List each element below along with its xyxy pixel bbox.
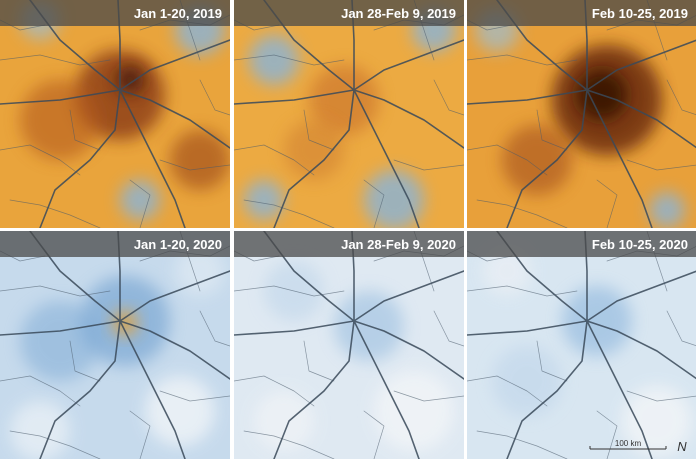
concentration bbox=[170, 130, 230, 190]
patch bbox=[254, 391, 314, 451]
panel-label: Feb 10-25, 2020 bbox=[592, 237, 688, 252]
north-arrow: N bbox=[677, 439, 687, 454]
patch bbox=[374, 371, 454, 451]
concentration bbox=[20, 301, 100, 381]
panel-label: Jan 1-20, 2020 bbox=[134, 237, 222, 252]
label-band bbox=[467, 231, 696, 257]
patch bbox=[175, 246, 225, 296]
concentration bbox=[502, 125, 572, 195]
concentration bbox=[20, 80, 100, 160]
label-band bbox=[234, 231, 464, 257]
concentration bbox=[492, 346, 562, 416]
label-band bbox=[0, 0, 230, 26]
panel-label: Feb 10-25, 2019 bbox=[592, 6, 688, 21]
panel: Jan 1-20, 2019 bbox=[0, 0, 230, 228]
patch bbox=[649, 192, 685, 228]
panel-label: Jan 1-20, 2019 bbox=[134, 6, 222, 21]
patch bbox=[482, 246, 532, 296]
patch bbox=[120, 180, 160, 220]
panel: Feb 10-25, 2020 bbox=[467, 231, 696, 459]
concentration bbox=[562, 286, 632, 356]
patch bbox=[364, 170, 424, 228]
label-band bbox=[0, 231, 230, 257]
label-band bbox=[234, 0, 464, 26]
panel: Feb 10-25, 2019 bbox=[467, 0, 696, 228]
concentration bbox=[309, 65, 379, 135]
panel-label: Jan 28-Feb 9, 2019 bbox=[341, 6, 456, 21]
label-band bbox=[467, 0, 696, 26]
patch bbox=[10, 401, 70, 459]
concentration bbox=[284, 120, 344, 180]
patch bbox=[145, 376, 215, 446]
concentration bbox=[116, 66, 144, 94]
patch bbox=[622, 386, 692, 456]
panel-label: Jan 28-Feb 9, 2020 bbox=[341, 237, 456, 252]
patch bbox=[244, 180, 284, 220]
panel: Jan 28-Feb 9, 2020 bbox=[234, 231, 464, 459]
panel: Jan 1-20, 2020 bbox=[0, 231, 230, 459]
scale-label: 100 km bbox=[615, 439, 642, 448]
panel: Jan 28-Feb 9, 2019 bbox=[234, 0, 464, 228]
patch bbox=[249, 35, 299, 85]
